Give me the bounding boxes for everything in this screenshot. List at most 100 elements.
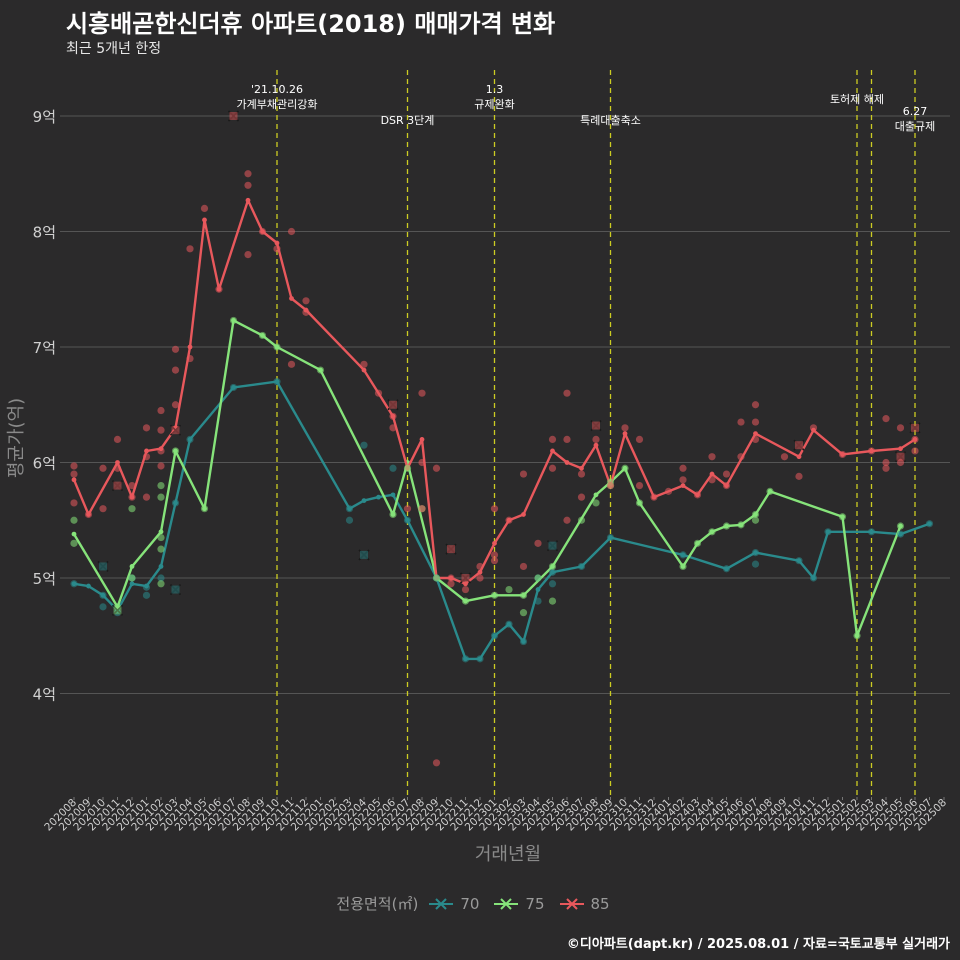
data-point-85 (447, 580, 455, 588)
data-point-85 (896, 424, 905, 432)
data-point-75 (258, 331, 267, 340)
data-point-85 (418, 389, 426, 397)
data-point-85 (70, 499, 78, 507)
data-point-70 (99, 603, 107, 611)
data-point-75 (157, 533, 165, 542)
data-point-85 (795, 472, 803, 480)
data-point-75 (708, 528, 716, 536)
x-axis-label: 거래년월 (475, 844, 541, 865)
data-point-85 (592, 435, 600, 443)
data-point-85 (403, 505, 412, 513)
line-vertex-85 (622, 431, 628, 437)
line-vertex-85 (289, 296, 294, 301)
data-point-75 (519, 591, 528, 599)
data-point-75 (157, 482, 165, 490)
data-point-75 (157, 493, 165, 501)
data-point-70 (548, 568, 557, 576)
event-label: DSR 3단계 (381, 114, 435, 127)
data-point-85 (70, 462, 78, 470)
data-point-85 (461, 585, 470, 594)
data-point-70 (577, 562, 586, 571)
data-point-85 (142, 424, 151, 432)
data-point-85 (389, 424, 397, 432)
line-vertex-85 (419, 437, 425, 442)
data-point-85 (186, 354, 194, 363)
data-point-85 (84, 510, 93, 519)
line-vertex-85 (898, 446, 903, 452)
line-vertex-85 (115, 460, 120, 465)
line-vertex-75 (158, 529, 164, 535)
data-point-75 (432, 574, 441, 582)
data-point-70 (476, 655, 484, 663)
line-vertex-85 (71, 477, 77, 483)
data-point-85 (896, 458, 905, 467)
y-axis-label: 평균가(억) (6, 398, 27, 478)
data-point-75 (534, 574, 542, 582)
cross-marker-70 (546, 540, 559, 552)
data-point-70 (186, 435, 194, 443)
data-point-85 (751, 418, 760, 426)
y-tick-label: 9억 (33, 108, 56, 126)
data-point-75 (896, 522, 905, 530)
event-label: '21.10.26 (251, 83, 303, 96)
data-point-75 (316, 366, 325, 374)
data-point-85 (780, 453, 789, 461)
cross-marker-85 (111, 480, 124, 492)
data-point-70 (722, 565, 731, 573)
data-point-85 (476, 574, 484, 582)
data-point-85 (708, 453, 716, 461)
data-point-85 (215, 285, 223, 293)
data-point-85 (418, 505, 426, 513)
data-point-85 (244, 170, 252, 178)
data-point-75 (70, 539, 78, 547)
series-line-85 (72, 199, 916, 585)
data-point-85 (882, 458, 890, 467)
cross-marker-85 (169, 424, 182, 436)
data-point-85 (519, 470, 528, 478)
data-point-75 (128, 505, 136, 513)
data-point-85 (534, 539, 542, 547)
data-point-70 (795, 557, 803, 565)
data-point-75 (505, 585, 513, 594)
data-point-70 (606, 533, 615, 542)
data-point-70 (824, 528, 832, 536)
data-point-75 (751, 516, 760, 524)
data-point-70 (519, 637, 528, 646)
data-point-85 (635, 482, 644, 490)
data-point-70 (113, 609, 122, 617)
data-point-85 (186, 245, 194, 253)
data-point-85 (418, 458, 426, 467)
cross-marker-70 (169, 583, 182, 596)
data-point-85 (577, 470, 586, 478)
data-point-85 (563, 389, 571, 397)
data-point-85 (432, 464, 441, 472)
legend-item-85: 85 (559, 895, 610, 913)
data-point-85 (302, 297, 310, 305)
line-vertex-70 (361, 498, 367, 504)
data-point-85 (244, 251, 252, 259)
legend-key-75-icon (494, 897, 519, 910)
event-label: 대출규제 (895, 120, 935, 133)
data-point-85 (70, 470, 78, 478)
data-point-85 (99, 505, 107, 513)
line-vertex-70 (129, 581, 135, 587)
data-point-85 (882, 464, 890, 472)
data-point-85 (360, 360, 368, 368)
data-point-85 (244, 181, 252, 189)
data-point-75 (838, 513, 847, 521)
legend-label-70: 70 (460, 894, 480, 913)
line-vertex-75 (593, 492, 599, 498)
data-point-85 (142, 493, 151, 501)
data-point-85 (519, 562, 528, 571)
data-point-85 (128, 493, 136, 501)
event-label: 6.27 (903, 105, 928, 118)
data-point-85 (171, 401, 180, 409)
data-point-85 (447, 574, 455, 582)
line-vertex-70 (390, 492, 396, 498)
data-point-85 (577, 493, 586, 501)
data-point-70 (751, 548, 760, 557)
data-point-70 (548, 580, 557, 588)
data-point-85 (490, 505, 499, 513)
legend-label-75: 75 (525, 894, 545, 913)
